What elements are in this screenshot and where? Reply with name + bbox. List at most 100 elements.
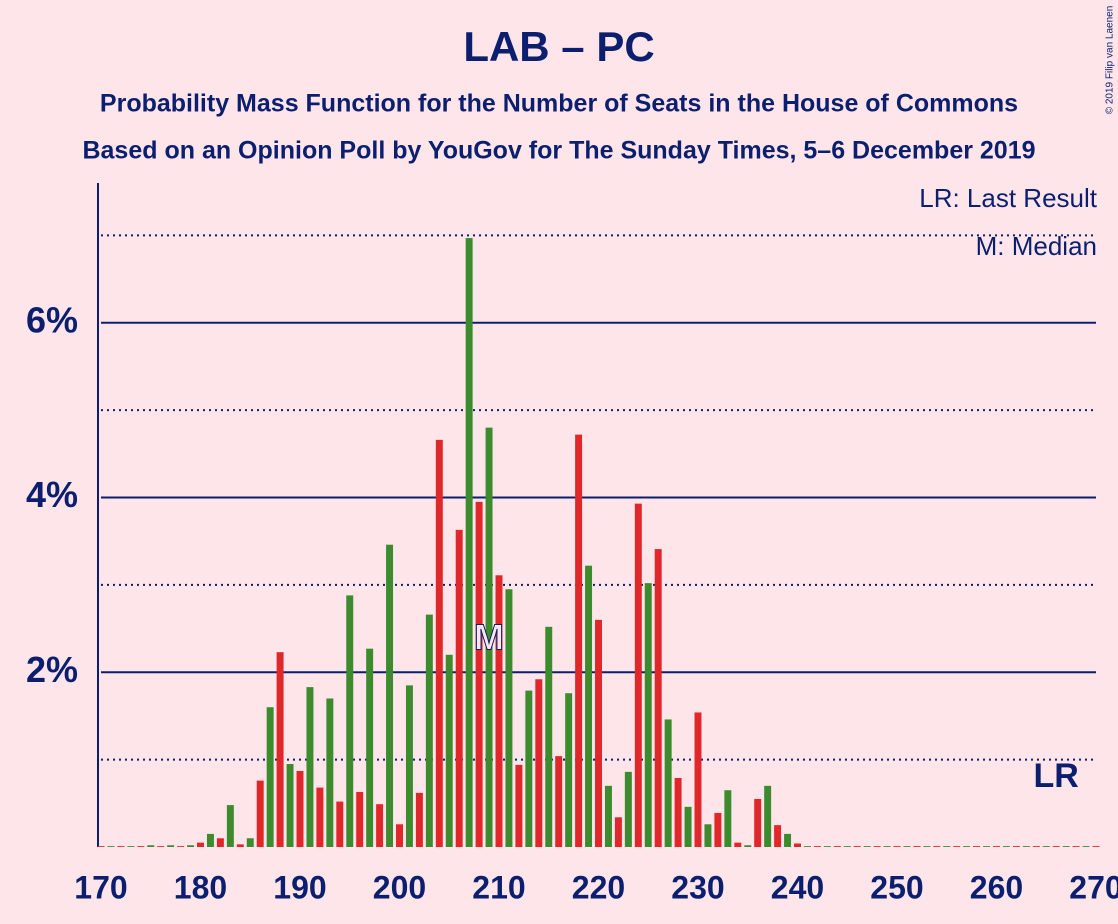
bar [833,846,841,847]
bar [405,685,413,847]
bar [396,824,403,847]
bar [505,589,513,847]
x-tick-label: 190 [273,869,326,905]
bar [495,575,503,847]
x-tick-label: 240 [771,869,824,905]
bar [1092,846,1100,847]
bar [963,846,971,847]
bar [286,764,294,847]
bar [893,846,901,847]
bar [614,817,622,847]
bar [664,719,672,847]
bar [903,846,911,847]
bar [127,846,135,847]
bar [1032,846,1040,847]
bar [983,846,991,847]
bar [784,833,792,847]
bar [107,846,115,847]
last-result-marker: LR [1034,757,1079,795]
bar [654,549,662,847]
bar [1052,846,1060,847]
bar [336,801,344,847]
bar [535,679,543,847]
x-tick-label: 170 [74,869,127,905]
bar [694,712,702,847]
bar [376,804,384,847]
bar [823,846,831,847]
x-tick-label: 210 [472,869,525,905]
bar [187,845,195,847]
bar [1022,846,1030,847]
bar [674,777,682,847]
bar [306,687,314,847]
bar [684,806,692,847]
bar [206,833,214,847]
bar [137,846,145,847]
bar [117,846,125,847]
bar [933,846,941,847]
bar [973,846,981,847]
bar [366,648,374,847]
x-tick-label: 270 [1069,869,1118,905]
y-tick-label: 4% [26,474,78,515]
bar [1012,846,1020,847]
bar [774,825,782,847]
bar [585,565,593,847]
bar [863,846,871,847]
bar [485,427,493,847]
bar [167,845,175,847]
bar [1082,846,1090,847]
bar [147,845,155,847]
bar [993,846,1000,847]
y-tick-label: 6% [26,299,78,340]
bar [525,690,533,847]
x-tick-label: 220 [572,869,625,905]
bar [843,846,851,847]
bar [296,770,304,847]
bar [465,238,473,847]
bar [813,846,821,847]
bar [216,838,224,847]
x-tick-label: 180 [174,869,227,905]
bar [1042,846,1050,847]
bar [873,846,881,847]
bar [913,846,921,847]
bar [943,846,951,847]
bar [266,707,274,847]
legend-entry: M: Median [976,231,1097,261]
bar [744,845,752,847]
bar [734,842,742,847]
bar [326,698,334,847]
subtitle: Probability Mass Function for the Number… [100,90,1018,118]
bar [226,805,234,847]
bar [445,654,453,847]
bar [575,434,583,847]
bar [953,846,961,847]
bar [595,619,602,847]
bar [177,846,185,847]
bar [97,846,105,847]
bar [356,791,364,847]
x-tick-label: 230 [671,869,724,905]
legend-entry: LR: Last Result [919,183,1098,213]
x-tick-label: 200 [373,869,426,905]
bar [604,785,612,847]
bar [923,846,931,847]
bar [644,583,652,847]
bar [515,764,523,847]
bar [545,626,553,847]
copyright: © 2019 Filip van Laenen [1105,6,1116,115]
x-tick-label: 260 [970,869,1023,905]
bar [883,846,891,847]
bar [236,844,244,847]
bar [624,771,632,847]
bar [1072,846,1080,847]
bar [803,846,811,847]
bar [555,756,563,847]
bar [386,544,394,847]
bar [714,812,722,847]
x-tick-label: 250 [870,869,923,905]
bar [256,780,264,847]
bar [794,843,801,847]
